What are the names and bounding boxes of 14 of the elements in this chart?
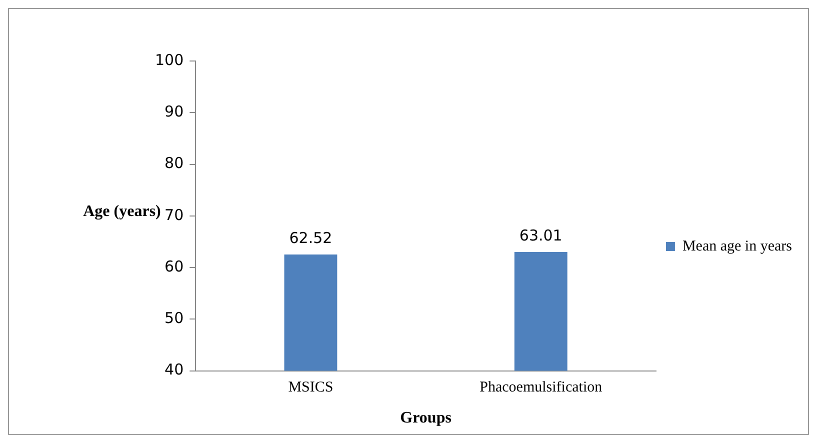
y-tick-label: 80: [164, 154, 184, 172]
x-tick-label: MSICS: [288, 380, 334, 396]
x-axis-title: Groups: [400, 410, 452, 427]
y-tick-label: 50: [164, 309, 184, 328]
x-tick-label: Phacoemulsification: [480, 380, 603, 396]
legend-label: Mean age in years: [682, 238, 792, 254]
data-label: 63.01: [519, 226, 562, 244]
y-tick-label: 60: [164, 257, 184, 276]
data-label: 62.52: [289, 228, 332, 247]
y-tick-label: 90: [164, 102, 184, 121]
y-tick-label: 40: [164, 360, 184, 379]
y-axis-title: Age (years): [82, 202, 162, 221]
y-tick-label: 70: [164, 206, 184, 224]
y-tick-label: 100: [154, 50, 184, 69]
